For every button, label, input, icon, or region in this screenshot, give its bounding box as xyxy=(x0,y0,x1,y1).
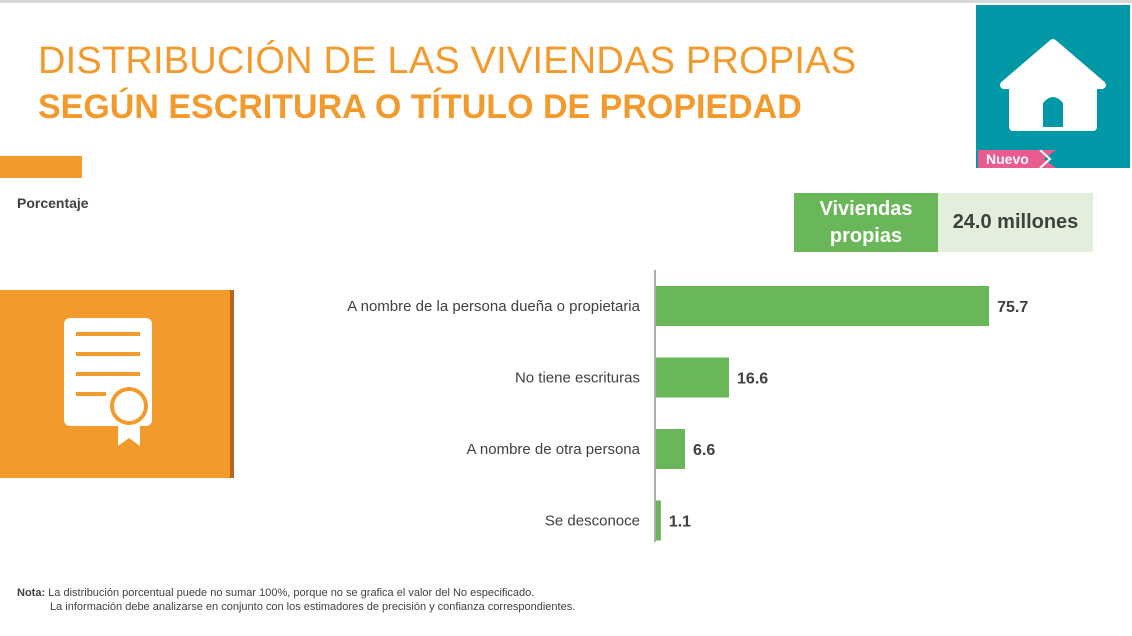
bar-3 xyxy=(656,500,661,541)
top-divider xyxy=(0,0,1132,3)
summary-value: 24.0 millones xyxy=(938,193,1093,252)
footnote-label: Nota: xyxy=(17,587,46,599)
category-label-3: Se desconoce xyxy=(545,513,640,530)
value-label-2: 6.6 xyxy=(693,442,715,459)
house-icon xyxy=(1000,39,1106,131)
certificate-icon-panel xyxy=(0,290,234,478)
category-label-1: No tiene escrituras xyxy=(515,370,640,387)
bar-chart: A nombre de la persona dueña o propietar… xyxy=(347,270,1028,542)
category-label-2: A nombre de otra persona xyxy=(467,441,641,458)
value-label-0: 75.7 xyxy=(997,299,1028,316)
footnote: Nota: La distribución porcentual puede n… xyxy=(17,586,575,614)
summary-label-line2: propias xyxy=(829,224,903,247)
new-badge-shape xyxy=(978,150,1056,168)
page-title-line1: DISTRIBUCIÓN DE LAS VIVIENDAS PROPIAS xyxy=(38,40,857,82)
page-title-line2: SEGÚN ESCRITURA O TÍTULO DE PROPIEDAD xyxy=(38,88,802,126)
value-label-3: 1.1 xyxy=(669,514,691,531)
bar-1 xyxy=(656,357,730,398)
footnote-line1: La distribución porcentual puede no suma… xyxy=(48,587,535,599)
house-icon-panel xyxy=(976,5,1130,168)
bar-2 xyxy=(656,429,686,469)
certificate-icon xyxy=(64,318,152,446)
unit-label: Porcentaje xyxy=(17,195,89,211)
footnote-line2: La información debe analizarse en conjun… xyxy=(50,601,576,613)
new-badge: Nuevo xyxy=(986,151,1029,167)
value-label-1: 16.6 xyxy=(737,371,768,388)
accent-bar xyxy=(0,156,82,178)
category-label-0: A nombre de la persona dueña o propietar… xyxy=(347,298,640,315)
bar-0 xyxy=(656,286,990,326)
summary-label-line1: Viviendas xyxy=(819,197,913,220)
summary-label: Viviendas propias xyxy=(794,193,938,252)
